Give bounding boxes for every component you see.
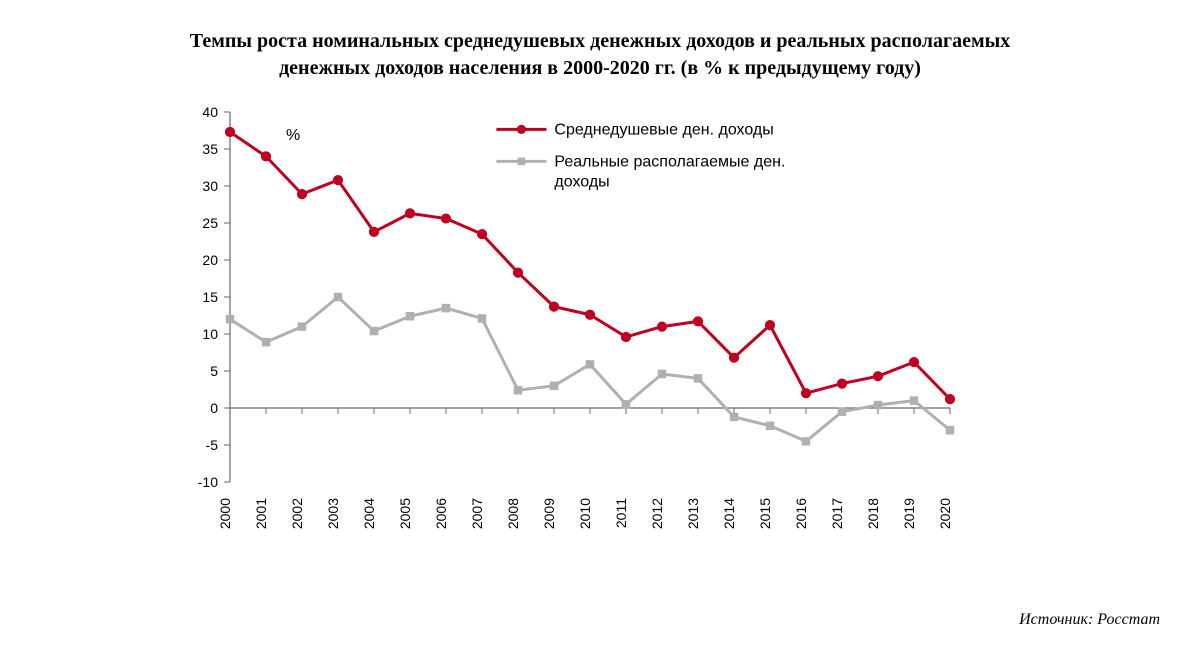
series-marker-real [226,315,234,323]
series-marker-nominal [765,321,774,330]
series-marker-nominal [621,332,630,341]
x-tick-label: 2017 [829,498,845,529]
y-tick-label: 35 [202,141,218,157]
series-marker-real [298,323,306,331]
series-marker-nominal [909,358,918,367]
x-tick-label: 2016 [793,498,809,529]
series-marker-nominal [441,214,450,223]
x-tick-label: 2018 [865,498,881,529]
series-marker-nominal [261,152,270,161]
x-tick-label: 2014 [721,498,737,529]
y-tick-label: 40 [202,104,218,120]
x-tick-label: 2011 [613,498,629,528]
series-marker-real [838,408,846,416]
series-marker-nominal [513,268,522,277]
y-tick-label: 25 [202,215,218,231]
series-marker-real [946,426,954,434]
series-marker-real [550,382,558,390]
series-marker-nominal [333,175,342,184]
y-tick-label: 10 [202,326,218,342]
legend-marker-nominal [517,125,526,134]
series-marker-real [370,327,378,335]
series-line-nominal [230,132,950,399]
x-tick-label: 2015 [757,498,773,529]
series-marker-nominal [585,310,594,319]
series-marker-real [586,361,594,369]
series-marker-nominal [945,395,954,404]
legend-label-real-2: доходы [554,173,609,190]
y-tick-label: 15 [202,289,218,305]
series-marker-real [874,401,882,409]
series-marker-real [514,386,522,394]
y-tick-label: -5 [206,437,219,453]
x-tick-label: 2007 [469,498,485,529]
series-marker-real [910,397,918,405]
x-tick-label: 2005 [397,498,413,529]
source-label: Источник: Росстат [1019,611,1160,629]
chart-title: Темпы роста номинальных среднедушевых де… [0,0,1200,82]
y-tick-label: 30 [202,178,218,194]
series-marker-real [730,413,738,421]
x-tick-label: 2013 [685,498,701,529]
series-marker-nominal [729,353,738,362]
unit-label: % [286,127,300,144]
legend-marker-real [518,158,526,166]
x-tick-label: 2001 [253,498,269,529]
y-tick-label: -10 [198,474,218,490]
x-tick-label: 2009 [541,498,557,529]
y-tick-label: 20 [202,252,218,268]
x-tick-label: 2000 [217,498,233,529]
series-marker-nominal [405,209,414,218]
x-tick-label: 2008 [505,498,521,529]
x-tick-label: 2004 [361,498,377,529]
series-marker-real [658,370,666,378]
series-marker-nominal [837,379,846,388]
x-tick-label: 2020 [937,498,953,529]
series-marker-nominal [657,322,666,331]
series-marker-nominal [873,372,882,381]
x-tick-label: 2002 [289,498,305,529]
series-marker-nominal [225,127,234,136]
x-tick-label: 2006 [433,498,449,529]
y-tick-label: 0 [210,400,218,416]
chart-container: -10 -5 0 5 10 15 20 25 30 35 40 2000 2001 2002 2003 200… [0,82,1200,607]
series-marker-nominal [549,302,558,311]
x-tick-label: 2012 [649,498,665,529]
x-tick-label: 2019 [901,498,917,529]
series-marker-nominal [477,229,486,238]
series-marker-real [262,338,270,346]
series-marker-real [406,312,414,320]
line-chart: -10 -5 0 5 10 15 20 25 30 35 40 2000 2001 2002 2003 200… [0,82,1200,602]
series-marker-nominal [693,317,702,326]
x-tick-label: 2010 [577,498,593,529]
x-tick-label: 2003 [325,498,341,529]
title-line-1: Темпы роста номинальных среднедушевых де… [190,30,1010,52]
series-marker-nominal [801,389,810,398]
series-marker-real [622,401,630,409]
series-marker-nominal [369,227,378,236]
series-marker-real [478,315,486,323]
series-marker-real [334,293,342,301]
legend-label-real-1: Реальные располагаемые ден. [554,153,785,170]
series-marker-real [802,438,810,446]
title-line-2: денежных доходов населения в 2000-2020 г… [279,57,921,79]
series-marker-real [766,422,774,430]
series-marker-real [442,304,450,312]
series-marker-nominal [297,190,306,199]
y-tick-label: 5 [210,363,218,379]
series-marker-real [694,375,702,383]
legend-label-nominal: Среднедушевые ден. доходы [554,121,773,138]
